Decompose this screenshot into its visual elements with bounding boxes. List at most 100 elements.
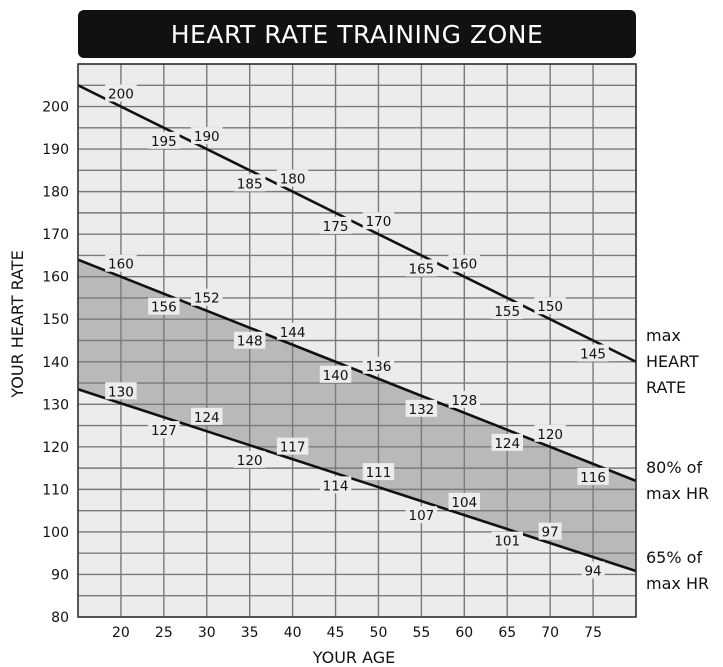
x-tick-label: 50	[370, 625, 388, 641]
data-label: 170	[366, 214, 392, 230]
data-label-background	[448, 390, 481, 408]
data-label: 120	[537, 427, 563, 443]
data-label: 152	[194, 291, 220, 307]
data-label: 97	[542, 525, 559, 541]
data-label-background	[534, 424, 566, 442]
plot-frame	[77, 63, 637, 618]
data-label: 200	[108, 87, 134, 103]
data-label: 120	[237, 453, 263, 469]
x-tick-label: 55	[412, 625, 430, 641]
series-line-2	[77, 258, 637, 483]
y-tick-label: 110	[42, 482, 69, 498]
data-label-background	[491, 301, 523, 319]
chart-title: HEART RATE TRAINING ZONE	[171, 20, 544, 49]
series-label: max HEART RATE	[646, 326, 699, 397]
data-label-background	[148, 421, 180, 439]
y-tick-label: 90	[51, 567, 69, 583]
data-label: 190	[194, 129, 220, 145]
y-tick-label: 180	[42, 185, 69, 201]
y-axis-title: YOUR HEART RATE	[8, 250, 27, 398]
y-tick-label: 160	[42, 270, 69, 286]
data-label-background	[362, 463, 395, 481]
x-tick-label: 65	[498, 625, 516, 641]
data-label-background	[538, 522, 562, 540]
x-tick-label: 20	[112, 625, 130, 641]
data-label-background	[362, 356, 395, 374]
x-tick-label: 40	[284, 625, 302, 641]
y-tick-label: 150	[42, 312, 69, 328]
data-label-background	[276, 169, 309, 187]
y-tick-label: 130	[42, 397, 69, 413]
data-label-background	[105, 84, 137, 102]
y-tick-label: 190	[42, 142, 69, 158]
x-axis-title: YOUR AGE	[312, 648, 396, 667]
data-label: 150	[537, 299, 563, 315]
y-tick-label: 120	[42, 440, 69, 456]
data-label: 124	[494, 436, 520, 452]
data-label-background	[233, 450, 266, 468]
data-label: 145	[580, 347, 606, 363]
data-label-background	[105, 382, 137, 400]
x-tick-label: 70	[541, 625, 559, 641]
y-tick-label: 140	[42, 355, 69, 371]
x-tick-label: 25	[155, 625, 173, 641]
data-label: 175	[323, 219, 349, 235]
data-label-background	[148, 131, 180, 149]
data-label: 132	[408, 402, 434, 418]
x-tick-label: 35	[241, 625, 259, 641]
data-label: 94	[584, 563, 601, 579]
data-label: 130	[108, 384, 134, 400]
data-label-background	[405, 259, 438, 277]
data-label: 180	[280, 172, 306, 188]
data-label-background	[491, 433, 523, 451]
y-tick-label: 80	[51, 610, 69, 626]
data-label-background	[233, 331, 266, 349]
series-line-3	[77, 388, 637, 573]
data-label: 195	[151, 134, 177, 150]
x-tick-label: 75	[584, 625, 602, 641]
data-label-background	[191, 288, 223, 306]
data-label: 104	[451, 495, 477, 511]
series-label: 80% of max HR	[646, 458, 709, 503]
y-tick-label: 200	[42, 100, 69, 116]
data-label: 114	[323, 478, 349, 494]
data-label-background	[105, 254, 137, 272]
data-label-background	[491, 531, 523, 549]
data-label: 101	[494, 534, 520, 550]
data-label-background	[191, 127, 223, 145]
data-label: 117	[280, 440, 306, 456]
data-label: 156	[151, 300, 177, 316]
series-line-1	[77, 84, 637, 363]
x-tick-label: 30	[198, 625, 216, 641]
title-background	[78, 10, 636, 58]
data-label-background	[233, 174, 266, 192]
data-label: 107	[408, 508, 434, 524]
data-label-background	[276, 322, 309, 340]
data-label: 116	[580, 470, 606, 486]
chart-title-bar: HEART RATE TRAINING ZONE	[78, 10, 636, 58]
data-label-background	[577, 344, 609, 362]
series-label: 65% of max HR	[646, 548, 709, 593]
training-zone-band	[78, 259, 636, 572]
data-label-background	[405, 399, 438, 417]
data-label-background	[405, 506, 438, 524]
data-label-background	[534, 297, 566, 315]
data-label-background	[319, 365, 352, 383]
data-label: 185	[237, 176, 263, 192]
data-label: 140	[323, 368, 349, 384]
data-label-background	[148, 297, 180, 315]
data-label-background	[448, 254, 481, 272]
x-tick-label: 45	[327, 625, 345, 641]
data-label-background	[448, 492, 481, 510]
data-label-background	[319, 216, 352, 234]
data-label: 127	[151, 423, 177, 439]
data-label: 160	[451, 257, 477, 273]
data-label-background	[581, 561, 605, 579]
data-label: 165	[408, 261, 434, 277]
data-label-background	[319, 476, 352, 494]
data-label: 160	[108, 257, 134, 273]
data-label: 136	[366, 359, 392, 375]
data-label: 144	[280, 325, 306, 341]
data-label: 128	[451, 393, 477, 409]
